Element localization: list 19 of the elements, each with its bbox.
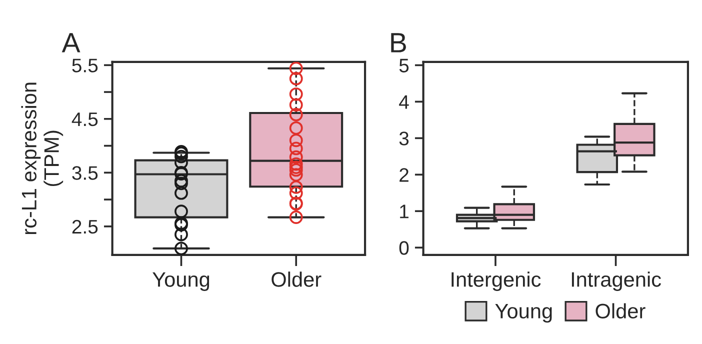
y-tick-label: 3 [399, 132, 409, 146]
y-tick-label: 5 [399, 58, 409, 72]
legend-label: Older [596, 303, 646, 318]
y-axis-title: rc-L1 expression (TPM) [21, 82, 64, 234]
y-tick-label: 1 [400, 204, 408, 218]
y-tick-label: 5.5 [72, 58, 98, 72]
chart-title: A [62, 33, 80, 52]
x-tick-label: Young [152, 272, 210, 291]
y-tick-label: 4.5 [72, 112, 98, 126]
x-tick-label: Intergenic [452, 272, 541, 291]
y-tick-label: 0 [399, 241, 409, 255]
legend-label: Young [495, 304, 552, 323]
y-tick-label: 4 [399, 95, 409, 109]
chart-title: B [391, 33, 406, 52]
x-tick-label: Intragenic [572, 272, 661, 291]
y-tick-label: 3.5 [72, 166, 98, 180]
y-tick-label: 2.5 [72, 220, 98, 234]
x-tick-label: Older [272, 272, 322, 287]
y-tick-label: 2 [400, 168, 408, 182]
